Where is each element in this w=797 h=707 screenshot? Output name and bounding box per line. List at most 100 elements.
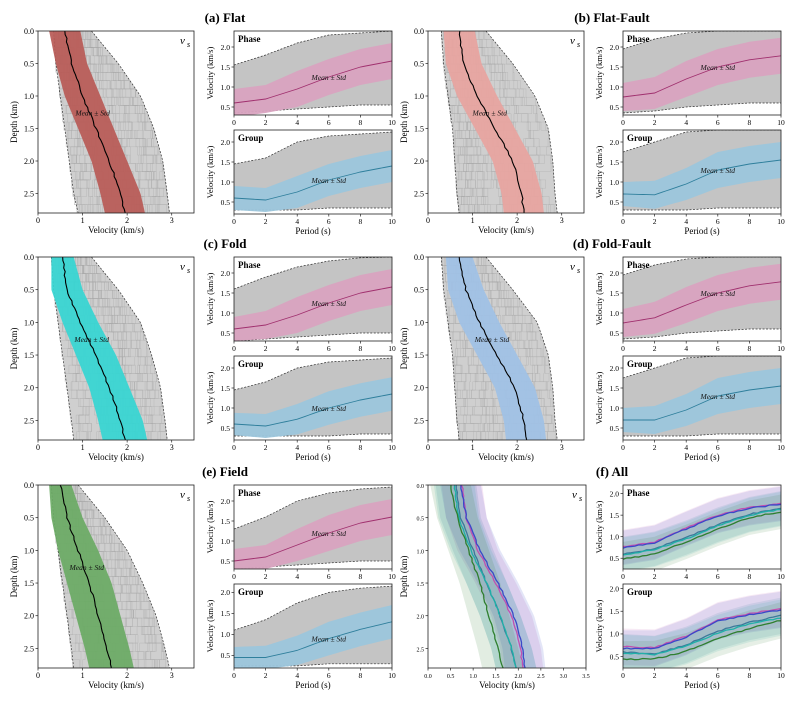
- group-plot-area: [623, 130, 781, 211]
- group-plot-area: [234, 131, 392, 212]
- phase-envelope-max-line: [234, 257, 392, 290]
- x-tick-label: 2: [653, 344, 657, 353]
- y-tick-label: 2.5: [24, 644, 34, 653]
- group-mean-line: [623, 385, 781, 421]
- vs-symbol-subscript: s: [577, 266, 580, 275]
- group-axes-frame: [233, 583, 393, 669]
- phase-panel-c: Mean ± Std Phase 0.5 1.0 1.5 2.0 0 2 4 6 8 10 Veloci…: [205, 256, 396, 353]
- y-tick-label: 1.0: [24, 318, 34, 327]
- y-tick-label: 0.5: [610, 652, 620, 661]
- phase-panel-label: Phase: [238, 34, 261, 44]
- phase-axes-frame: [622, 256, 782, 342]
- vs-plot-area: [430, 485, 546, 668]
- y-tick-label: 0.5: [610, 329, 620, 338]
- vs-symbol-subscript: s: [577, 40, 580, 49]
- disp-y-axis-label: Velocity (km/s): [594, 273, 604, 326]
- phase-std-band: [623, 37, 781, 111]
- x-tick-label: 0: [36, 216, 40, 225]
- y-tick-label: 2.5: [24, 190, 34, 199]
- y-tick-label: 1.5: [24, 579, 34, 588]
- vs-mean-line-fold: [453, 485, 517, 668]
- disp-x-axis-label: Period (s): [684, 452, 719, 462]
- phase-std-band-flat-fault: [623, 485, 781, 565]
- disp-y-axis-label: Velocity (km/s): [205, 47, 215, 100]
- phase-mean-std-label: Mean ± Std: [311, 73, 347, 82]
- vs-mean-line: [62, 257, 126, 440]
- x-tick-label: 0: [36, 671, 40, 680]
- x-tick-label: 10: [388, 344, 396, 353]
- y-tick-label: 0.5: [24, 286, 34, 295]
- group-axes-frame: [622, 129, 782, 215]
- y-tick-label: 2.0: [24, 612, 34, 621]
- y-tick-label: 0.5: [417, 517, 425, 523]
- x-tick-label: 8: [748, 443, 752, 452]
- group-envelope-min-line: [623, 433, 781, 437]
- x-tick-label: 2: [515, 443, 519, 452]
- phase-plot-area: [234, 486, 392, 569]
- group-panel-b: Mean ± Std Group 0.5 1.0 1.5 2.0 0 2 4 6 8 10 Period…: [594, 129, 785, 236]
- x-tick-label: 2: [125, 671, 129, 680]
- y-tick-label: 2.0: [221, 269, 231, 278]
- vs-panel-a: Mean ± Std v s 0 1 2 3 Velocity (km/s) 0.0 0.5 1.0…: [9, 27, 195, 235]
- vs-plot-area: [441, 31, 558, 213]
- vs-symbol-label: v: [572, 489, 577, 501]
- x-tick-label: 2: [264, 217, 268, 226]
- vs-axes-frame: [427, 256, 585, 441]
- x-tick-label: 6: [716, 671, 720, 680]
- vs-mean-std-label: Mean ± Std: [73, 335, 109, 344]
- vs-mean-line-field: [450, 485, 504, 668]
- y-tick-label: 1.5: [417, 582, 425, 588]
- x-tick-label: 10: [388, 572, 396, 581]
- vs-x-axis-label: Velocity (km/s): [479, 680, 535, 690]
- group-mean-line: [234, 621, 392, 658]
- vs-mean-line: [458, 257, 528, 440]
- panel-title-c: (c) Fold: [204, 236, 248, 251]
- y-tick-label: 1.5: [414, 351, 424, 360]
- y-tick-label: 1.0: [414, 92, 424, 101]
- x-tick-label: 3: [170, 671, 174, 680]
- x-tick-label: 6: [327, 118, 331, 127]
- x-tick-label: 2: [653, 217, 657, 226]
- y-tick-label: 1.5: [610, 607, 620, 616]
- phase-panel-e: Mean ± Std Phase 0.5 1.0 1.5 2.0 0 2 4 6 8 10 Veloci…: [205, 484, 396, 581]
- panel-title-b: (b) Flat-Fault: [574, 10, 650, 25]
- group-mean-std-label: Mean ± Std: [311, 635, 347, 644]
- y-tick-label: 0.5: [610, 198, 620, 207]
- group-axes-frame: [233, 355, 393, 441]
- x-tick-label: 0: [426, 216, 430, 225]
- group-panel-label: Group: [627, 587, 652, 597]
- phase-mean-std-label: Mean ± Std: [700, 289, 736, 298]
- phase-mean-line: [623, 55, 781, 98]
- x-tick-label: 2: [653, 671, 657, 680]
- vs-plot-area: [441, 257, 558, 440]
- x-tick-label: 8: [748, 344, 752, 353]
- x-tick-label: 3: [560, 216, 564, 225]
- phase-axes-frame: [233, 256, 393, 342]
- y-tick-label: 2.0: [414, 384, 424, 393]
- group-mean-std-label: Mean ± Std: [311, 404, 347, 413]
- phase-panel-a: Mean ± Std Phase 0.5 1.0 1.5 2.0 0 2 4 6 8 10 Veloci…: [205, 30, 396, 127]
- vs-axes-frame: [37, 30, 195, 214]
- y-tick-label: 2.0: [221, 364, 231, 373]
- x-tick-label: 10: [388, 443, 396, 452]
- phase-panel-d: Mean ± Std Phase 0.5 1.0 1.5 2.0 0 2 4 6 8 10 Veloci…: [594, 256, 785, 353]
- x-tick-label: 2: [653, 118, 657, 127]
- phase-axes-frame: [233, 30, 393, 116]
- vs-symbol-label: v: [180, 261, 185, 273]
- phase-plot-area: [623, 485, 781, 569]
- vs-x-axis-label: Velocity (km/s): [88, 680, 144, 690]
- group-mean-line-field: [623, 620, 781, 661]
- y-tick-label: 1.0: [221, 83, 231, 92]
- group-mean-line: [234, 165, 392, 201]
- phase-plot-area: [623, 257, 781, 340]
- group-plot-area: [623, 356, 781, 437]
- vs-envelope-max-line: [91, 31, 170, 213]
- disp-y-axis-label: Velocity (km/s): [594, 372, 604, 425]
- x-tick-label: 2.0: [515, 674, 523, 680]
- x-tick-label: 4: [295, 671, 299, 680]
- disp-y-axis-label: Velocity (km/s): [205, 273, 215, 326]
- vs-envelope-max-line: [91, 257, 168, 440]
- x-tick-label: 8: [359, 118, 363, 127]
- y-tick-label: 0.5: [24, 60, 34, 69]
- phase-envelope-min-line: [623, 102, 781, 114]
